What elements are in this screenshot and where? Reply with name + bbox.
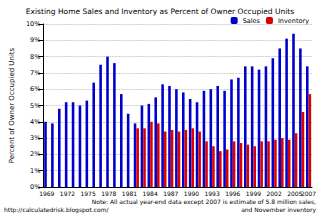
svg-text:6%: 6% bbox=[30, 85, 40, 93]
svg-text:1999: 1999 bbox=[246, 190, 261, 197]
svg-text:2%: 2% bbox=[30, 150, 40, 158]
svg-text:0%: 0% bbox=[30, 183, 41, 191]
svg-text:Existing Home Sales and Invent: Existing Home Sales and Inventory as Per… bbox=[26, 7, 294, 16]
svg-text:1978: 1978 bbox=[101, 190, 116, 197]
svg-text:2007: 2007 bbox=[301, 190, 316, 197]
svg-text:Percent of Owner Occupied Unit: Percent of Owner Occupied Units bbox=[8, 47, 16, 163]
svg-text:5%: 5% bbox=[30, 102, 40, 110]
svg-text:1987: 1987 bbox=[163, 190, 178, 197]
svg-text:10%: 10% bbox=[26, 20, 40, 28]
svg-text:1990: 1990 bbox=[184, 190, 199, 197]
svg-text:3%: 3% bbox=[30, 134, 40, 142]
svg-text:1975: 1975 bbox=[80, 190, 95, 197]
svg-text:1984: 1984 bbox=[142, 190, 157, 197]
svg-text:1%: 1% bbox=[30, 167, 40, 175]
svg-text:4%: 4% bbox=[30, 118, 40, 126]
svg-text:and November inventory: and November inventory bbox=[241, 206, 316, 214]
svg-text:2002: 2002 bbox=[266, 190, 281, 197]
svg-text:Inventory: Inventory bbox=[278, 17, 309, 25]
svg-text:1993: 1993 bbox=[204, 190, 219, 197]
svg-text:9%: 9% bbox=[30, 36, 40, 44]
svg-text:8%: 8% bbox=[30, 53, 40, 61]
svg-text:Sales: Sales bbox=[243, 17, 261, 25]
svg-text:1996: 1996 bbox=[225, 190, 240, 197]
svg-text:7%: 7% bbox=[30, 69, 40, 77]
svg-text:1969: 1969 bbox=[39, 190, 54, 197]
svg-text:1972: 1972 bbox=[60, 190, 75, 197]
svg-text:1981: 1981 bbox=[122, 190, 137, 197]
svg-text:Note: All actual year-end data: Note: All actual year-end data except 20… bbox=[92, 198, 316, 206]
svg-text:2005: 2005 bbox=[287, 189, 303, 197]
svg-text:http://calculatedrisk.blogspot: http://calculatedrisk.blogspot.com/ bbox=[4, 206, 110, 214]
